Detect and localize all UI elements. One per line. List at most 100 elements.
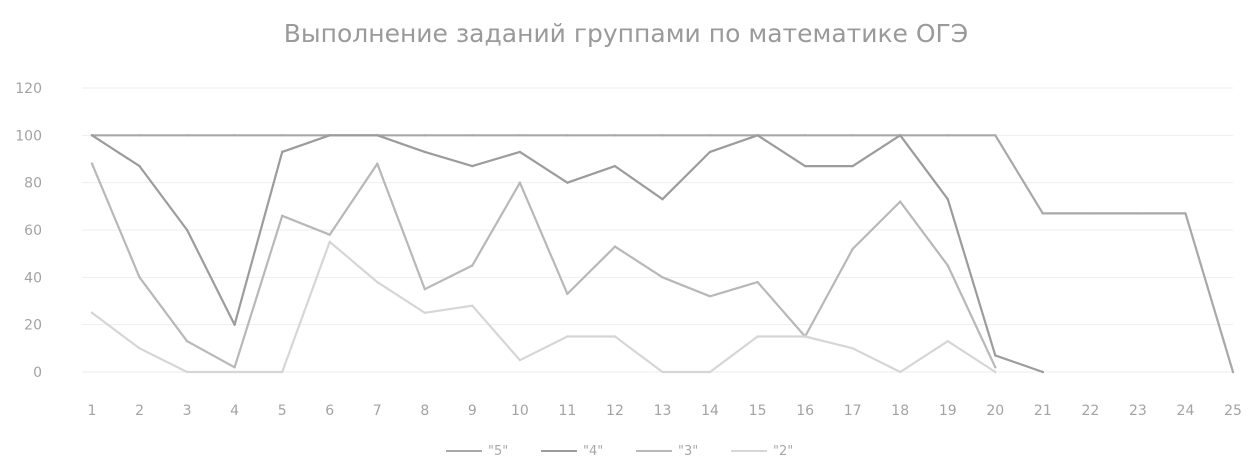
series-1 [90, 134, 1045, 374]
series-0 [90, 134, 1235, 374]
data-point [613, 335, 617, 338]
data-point [328, 240, 331, 244]
x-tick-label: 24 [1177, 403, 1195, 419]
data-point [518, 134, 522, 137]
data-point [376, 280, 379, 284]
data-point [994, 354, 997, 357]
data-point [423, 150, 426, 154]
data-point [1184, 212, 1187, 215]
data-point [994, 366, 997, 369]
data-point [708, 134, 712, 137]
legend-item: "3" [636, 444, 698, 459]
x-axis: 1 2 3 4 5 6 7 8 9 10 11 12 13 14 15 16 17 18 19 20 21 22 23 24 2… [88, 403, 1242, 419]
data-point [138, 134, 141, 137]
legend: "5" "4" "3" "2" [446, 444, 793, 459]
data-point [90, 311, 94, 315]
series-line [90, 240, 997, 374]
series-line [90, 162, 997, 369]
data-point [1136, 212, 1140, 215]
legend-item: "5" [446, 444, 508, 459]
data-point [899, 370, 902, 374]
data-point [946, 340, 949, 343]
data-point [803, 164, 807, 168]
data-point [803, 335, 807, 338]
y-tick-label: 120 [15, 81, 42, 97]
data-point [756, 335, 759, 338]
data-point [851, 247, 854, 251]
x-tick-label: 4 [230, 403, 239, 419]
data-point [708, 370, 712, 374]
y-tick-label: 80 [24, 176, 42, 192]
data-point [376, 162, 379, 165]
x-tick-label: 3 [183, 403, 192, 419]
x-tick-label: 19 [939, 403, 957, 419]
data-point [1041, 370, 1045, 374]
data-point [994, 134, 997, 137]
x-tick-label: 5 [278, 403, 287, 419]
x-tick-label: 12 [606, 403, 624, 419]
data-point [1089, 212, 1092, 215]
series-2 [90, 162, 997, 369]
data-point [280, 150, 284, 154]
data-point [185, 134, 189, 137]
x-tick-label: 9 [468, 403, 477, 419]
data-point [613, 164, 617, 168]
data-point [423, 287, 426, 291]
x-tick-label: 10 [511, 403, 529, 419]
data-point [138, 164, 141, 168]
data-point [566, 292, 569, 296]
data-point [566, 134, 569, 137]
legend-label: "5" [488, 444, 508, 459]
data-point [90, 162, 94, 165]
data-point [471, 304, 474, 307]
data-point [518, 181, 522, 184]
legend-label: "3" [678, 444, 698, 459]
data-point [566, 335, 569, 338]
data-point [233, 134, 236, 137]
series-line [90, 134, 1235, 374]
data-point [90, 134, 94, 137]
data-point [899, 134, 902, 137]
data-point [233, 370, 236, 374]
x-tick-label: 8 [420, 403, 429, 419]
data-point [661, 134, 664, 137]
data-point [280, 134, 284, 137]
data-point [946, 198, 949, 201]
x-tick-label: 16 [796, 403, 814, 419]
x-tick-label: 6 [325, 403, 334, 419]
y-tick-label: 60 [24, 223, 42, 239]
data-point [613, 245, 617, 248]
data-point [233, 323, 236, 326]
legend-item: "2" [731, 444, 793, 459]
data-point [661, 276, 664, 279]
data-point [138, 276, 141, 279]
x-tick-label: 2 [135, 403, 144, 419]
data-point [423, 134, 426, 137]
legend-label: "2" [773, 444, 793, 459]
data-point [708, 150, 712, 154]
x-tick-label: 11 [559, 403, 577, 419]
chart-title: Выполнение заданий группами по математик… [284, 19, 969, 48]
legend-item: "4" [541, 444, 603, 459]
x-tick-label: 22 [1081, 403, 1099, 419]
y-tick-label: 0 [33, 365, 42, 381]
data-point [613, 134, 617, 137]
data-point [138, 347, 141, 350]
data-point [851, 164, 854, 168]
x-tick-label: 23 [1129, 403, 1147, 419]
data-point [756, 280, 759, 284]
grid-layer [82, 87, 1233, 373]
data-point [899, 200, 902, 203]
x-tick-label: 17 [844, 403, 862, 419]
x-tick-label: 1 [88, 403, 97, 419]
y-tick-label: 20 [24, 318, 42, 334]
data-point [471, 134, 474, 137]
data-point [946, 134, 949, 137]
y-tick-label: 40 [24, 270, 42, 286]
data-point [566, 181, 569, 184]
data-point [471, 164, 474, 168]
data-point [185, 228, 189, 232]
data-point [803, 134, 807, 137]
data-point [946, 264, 949, 267]
